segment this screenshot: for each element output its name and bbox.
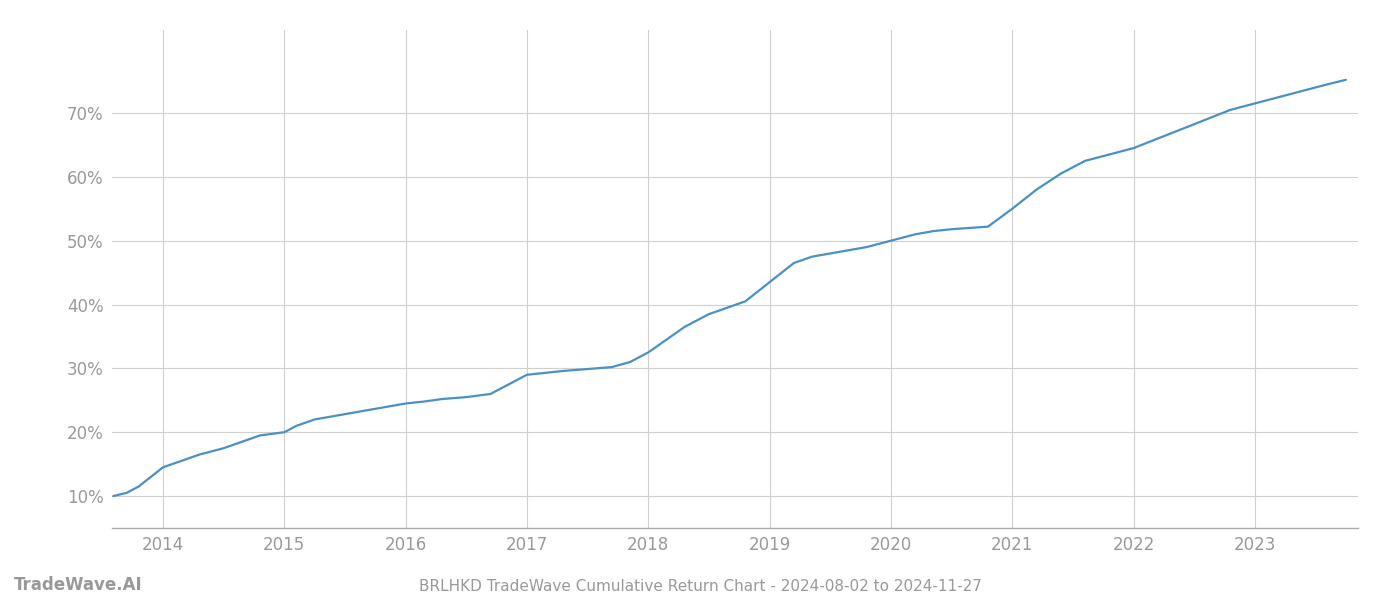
Text: TradeWave.AI: TradeWave.AI (14, 576, 143, 594)
Text: BRLHKD TradeWave Cumulative Return Chart - 2024-08-02 to 2024-11-27: BRLHKD TradeWave Cumulative Return Chart… (419, 579, 981, 594)
